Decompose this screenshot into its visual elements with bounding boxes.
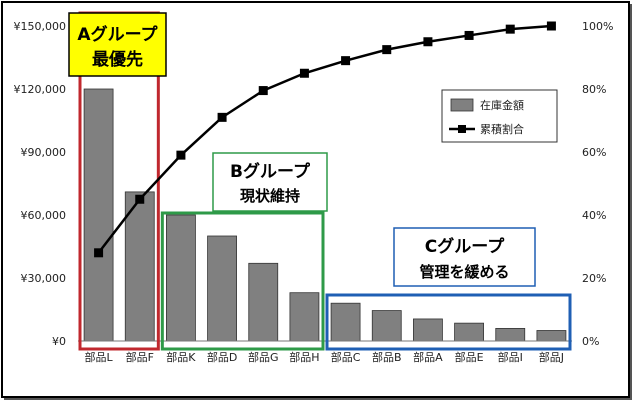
group-c-label-box <box>393 227 536 287</box>
line-marker-部品E <box>464 30 474 40</box>
x-tick-label: 部品D <box>207 350 237 364</box>
x-tick-label: 部品B <box>372 350 402 364</box>
bar-部品H <box>289 292 320 342</box>
x-tick-label: 部品K <box>166 350 196 364</box>
x-tick-label: 部品A <box>413 350 443 364</box>
line-marker-部品H <box>299 68 309 78</box>
bar-部品B <box>371 310 402 342</box>
y-right-tick-label: 60% <box>582 146 606 159</box>
group-a-title: Aグループ <box>77 24 158 45</box>
line-marker-部品A <box>423 37 433 47</box>
y-left-tick-label: ¥150,000 <box>14 20 67 33</box>
bar-部品E <box>454 322 484 342</box>
group-b-subtitle: 現状維持 <box>240 187 300 205</box>
y-left-tick-label: ¥0 <box>52 335 66 348</box>
bar-部品A <box>413 318 443 342</box>
bar-部品D <box>207 235 237 342</box>
group-b-bracket <box>160 211 325 351</box>
x-tick-label: 部品E <box>455 350 484 364</box>
line-marker-部品F <box>135 194 145 204</box>
y-right-tick-label: 80% <box>582 83 606 96</box>
line-marker-部品C <box>341 56 351 66</box>
group-c-subtitle: 管理を緩める <box>419 263 509 281</box>
group-b-label-box <box>212 152 328 212</box>
y-left-tick-label: ¥30,000 <box>21 272 67 285</box>
x-tick-label: 部品C <box>331 350 361 364</box>
y-right-tick-label: 20% <box>582 272 606 285</box>
y-left-tick-label: ¥60,000 <box>21 209 67 222</box>
group-b-callout: Bグループ 現状維持 <box>212 152 328 212</box>
bar-部品C <box>330 302 361 342</box>
group-a-label-box <box>68 12 167 77</box>
group-a-callout: Aグループ 最優先 <box>68 12 167 77</box>
group-c-callout: Cグループ 管理を緩める <box>393 227 536 287</box>
y-right-tick-label: 0% <box>582 335 599 348</box>
line-marker-部品I <box>505 24 515 34</box>
legend-label-bar: 在庫金額 <box>480 98 524 112</box>
y-right-tick-label: 100% <box>582 20 613 33</box>
line-marker-部品K <box>176 150 186 160</box>
group-a-subtitle: 最優先 <box>92 49 143 70</box>
line-marker-部品B <box>382 45 392 55</box>
bar-部品F <box>124 191 155 342</box>
bar-部品J <box>536 330 567 342</box>
group-b-title: Bグループ <box>230 161 311 182</box>
x-tick-label: 部品J <box>539 350 564 364</box>
line-marker-部品L <box>94 248 104 258</box>
legend: 在庫金額 累積割合 <box>441 89 558 143</box>
line-marker-部品D <box>217 112 227 122</box>
y-right-tick-label: 40% <box>582 209 606 222</box>
cumulative-ratio-line <box>97 24 552 254</box>
x-tick-label: 部品L <box>85 350 114 364</box>
bar-部品L <box>83 88 114 342</box>
x-tick-label: 部品H <box>289 350 319 364</box>
x-tick-label: 部品G <box>248 350 279 364</box>
bar-部品I <box>495 327 526 342</box>
bar-部品G <box>248 262 279 342</box>
group-c-bracket <box>325 293 572 351</box>
legend-label-line: 累積割合 <box>480 122 524 136</box>
bar-部品K <box>166 214 196 342</box>
y-left-tick-label: ¥90,000 <box>21 146 67 159</box>
line-marker-部品G <box>258 86 268 96</box>
line-marker-部品J <box>546 21 556 31</box>
legend-swatch-marker <box>458 125 466 133</box>
x-tick-label: 部品F <box>126 350 154 364</box>
legend-swatch-bar <box>450 98 474 112</box>
y-left-tick-label: ¥120,000 <box>14 83 67 96</box>
x-tick-label: 部品I <box>498 350 523 364</box>
group-c-title: Cグループ <box>425 236 505 257</box>
